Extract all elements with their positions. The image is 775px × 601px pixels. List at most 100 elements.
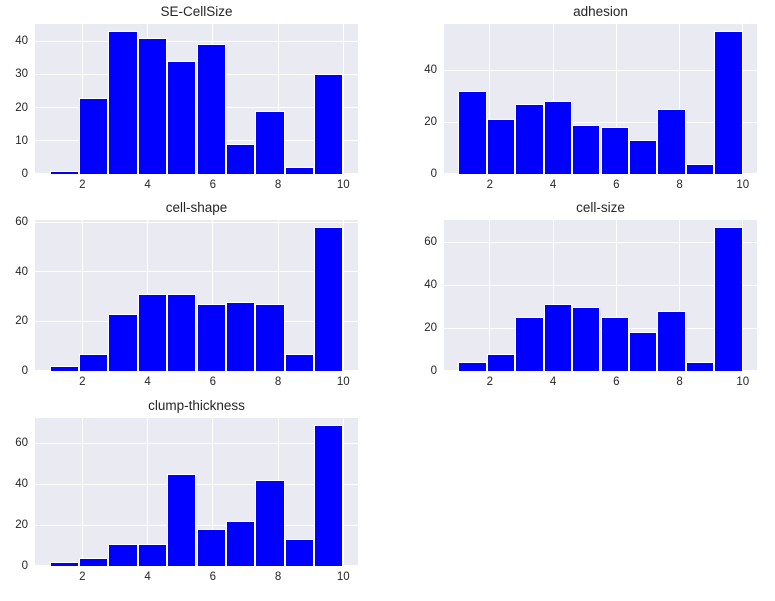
histogram-bar [600,127,629,174]
x-tick-label: 6 [209,571,217,583]
histogram-bar [196,44,226,174]
plot-title-adhesion: adhesion [573,4,628,19]
histogram-bar [108,31,138,174]
x-tick-label: 10 [736,179,750,191]
histogram-bar [486,353,516,371]
histogram-bar [225,144,256,174]
x-tick-label: 6 [613,376,620,388]
histogram-bar [255,110,285,174]
x-tick-label: 2 [486,179,494,191]
h-gridline [35,483,358,485]
x-tick-label: 6 [209,376,217,388]
histogram-bar [49,170,80,174]
h-gridline [444,284,757,286]
v-gridline [679,220,681,371]
histogram-bar [543,101,573,174]
y-tick-label: 40 [15,478,28,491]
histogram-bar [196,304,226,371]
x-tick-label: 10 [336,376,350,388]
plot-title-se-cellsize: SE-CellSize [160,4,233,19]
v-gridline [147,418,149,566]
histogram-bar [79,353,109,371]
histogram-bar [685,362,715,371]
y-tick-label: 30 [15,68,28,81]
histogram-bar [543,304,573,371]
v-gridline [615,220,617,371]
y-tick-label: 60 [15,437,28,450]
histogram-bar [137,37,168,174]
y-tick-label: 0 [430,168,437,180]
y-tick-label: 40 [424,64,437,77]
h-gridline [35,40,358,42]
v-gridline [742,24,744,174]
histogram-bar [255,480,285,566]
histogram-bar [167,474,197,566]
histogram-bar [572,124,601,174]
plot-title-cell-shape: cell-shape [165,200,228,215]
y-tick-label: 40 [424,279,437,292]
x-tick-label: 8 [676,179,683,191]
histogram-bar [572,306,601,371]
x-tick-label: 4 [549,376,557,388]
v-gridline [552,220,554,371]
x-tick-label: 2 [79,179,86,191]
histogram-bar [458,362,487,371]
histogram-bar [49,561,80,566]
x-tick-label: 2 [486,376,494,388]
histogram-bar [714,31,743,174]
h-gridline [35,221,358,223]
histogram-bar [284,167,314,174]
v-gridline [552,24,554,174]
histogram-bar [313,227,344,371]
y-tick-label: 20 [15,519,28,532]
x-tick-label: 10 [336,179,350,191]
x-tick-label: 2 [79,376,86,388]
h-gridline [35,442,358,444]
histogram-bar [657,310,686,371]
histogram-bar [284,353,314,371]
histogram-bar [313,74,344,174]
y-tick-label: 60 [15,216,28,229]
x-tick-label: 6 [613,179,620,191]
y-tick-label: 0 [21,168,28,180]
histogram-bar [313,425,344,566]
x-tick-label: 8 [274,571,282,583]
x-tick-label: 2 [79,571,86,583]
x-tick-label: 4 [144,571,151,583]
h-gridline [35,271,358,273]
v-gridline [342,24,344,174]
y-tick-label: 60 [424,236,437,249]
histogram-bar [685,163,715,174]
x-tick-label: 8 [676,376,683,388]
y-tick-label: 0 [21,365,28,377]
histogram-bar [458,90,487,174]
v-gridline [81,418,83,566]
subplot-clump-thickness: clump-thickness 0 20 40 60 2 4 6 8 10 [15,398,358,583]
y-tick-label: 0 [21,560,28,572]
x-tick-label: 10 [736,376,750,388]
histogram-bar [255,304,285,371]
histogram-bar [225,521,256,566]
subplot-cell-size: cell-size 0 20 40 60 2 4 6 8 10 [424,200,757,388]
y-tick-label: 20 [15,101,28,114]
histogram-bar [137,543,168,566]
y-tick-label: 40 [15,265,28,278]
v-gridline [212,220,214,371]
x-tick-label: 10 [336,571,350,583]
subplot-adhesion: adhesion 0 20 40 2 4 6 8 10 [424,4,757,191]
x-tick-label: 4 [144,376,151,388]
histogram-bar [79,557,109,566]
v-gridline [342,418,344,566]
histogram-bar [486,119,516,174]
x-tick-label: 6 [209,179,217,191]
histogram-bar [515,317,544,371]
histogram-bar [515,103,544,174]
y-tick-label: 0 [430,365,437,377]
histogram-bar [284,539,314,566]
histogram-bar [714,227,743,371]
y-tick-label: 20 [15,315,28,328]
histogram-bar [600,317,629,371]
y-tick-label: 20 [424,322,437,335]
histogram-bar [628,332,658,371]
